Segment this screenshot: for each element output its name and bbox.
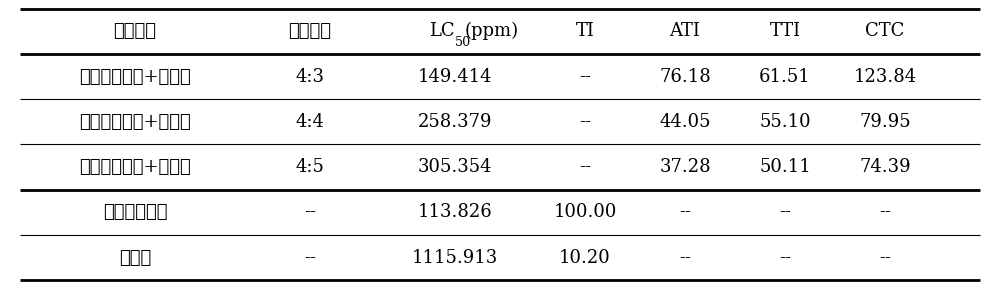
Text: 37.28: 37.28	[659, 158, 711, 176]
Text: 61.51: 61.51	[759, 68, 811, 86]
Text: (ppm): (ppm)	[465, 22, 519, 40]
Text: 4:3: 4:3	[296, 68, 324, 86]
Text: --: --	[779, 249, 791, 267]
Text: --: --	[679, 249, 691, 267]
Text: 1115.913: 1115.913	[412, 249, 498, 267]
Text: 噻唑锌: 噻唑锌	[119, 249, 151, 267]
Text: 供试药剂: 供试药剂	[114, 22, 156, 40]
Text: --: --	[579, 113, 591, 131]
Text: --: --	[779, 203, 791, 221]
Text: CTC: CTC	[865, 22, 905, 40]
Text: 4:5: 4:5	[296, 158, 324, 176]
Text: 4:4: 4:4	[296, 113, 324, 131]
Text: 50: 50	[455, 36, 471, 49]
Text: --: --	[304, 203, 316, 221]
Text: 305.354: 305.354	[418, 158, 492, 176]
Text: 79.95: 79.95	[859, 113, 911, 131]
Text: TI: TI	[576, 22, 594, 40]
Text: ATI: ATI	[670, 22, 700, 40]
Text: --: --	[579, 68, 591, 86]
Text: 50.11: 50.11	[759, 158, 811, 176]
Text: 113.826: 113.826	[418, 203, 492, 221]
Text: 金龟子绿僵菌+噻唑锌: 金龟子绿僵菌+噻唑锌	[79, 68, 191, 86]
Text: --: --	[679, 203, 691, 221]
Text: --: --	[304, 249, 316, 267]
Text: 金龟子绿僵菌+噻唑锌: 金龟子绿僵菌+噻唑锌	[79, 158, 191, 176]
Text: 149.414: 149.414	[418, 68, 492, 86]
Text: 组分比例: 组分比例	[288, 22, 332, 40]
Text: 44.05: 44.05	[659, 113, 711, 131]
Text: 55.10: 55.10	[759, 113, 811, 131]
Text: 金龟子绿僵菌: 金龟子绿僵菌	[103, 203, 167, 221]
Text: 74.39: 74.39	[859, 158, 911, 176]
Text: 123.84: 123.84	[853, 68, 917, 86]
Text: 10.20: 10.20	[559, 249, 611, 267]
Text: 258.379: 258.379	[418, 113, 492, 131]
Text: --: --	[879, 249, 891, 267]
Text: 76.18: 76.18	[659, 68, 711, 86]
Text: TTI: TTI	[769, 22, 801, 40]
Text: --: --	[579, 158, 591, 176]
Text: 100.00: 100.00	[553, 203, 617, 221]
Text: --: --	[879, 203, 891, 221]
Text: LC: LC	[429, 22, 455, 40]
Text: 金龟子绿僵菌+噻唑锌: 金龟子绿僵菌+噻唑锌	[79, 113, 191, 131]
